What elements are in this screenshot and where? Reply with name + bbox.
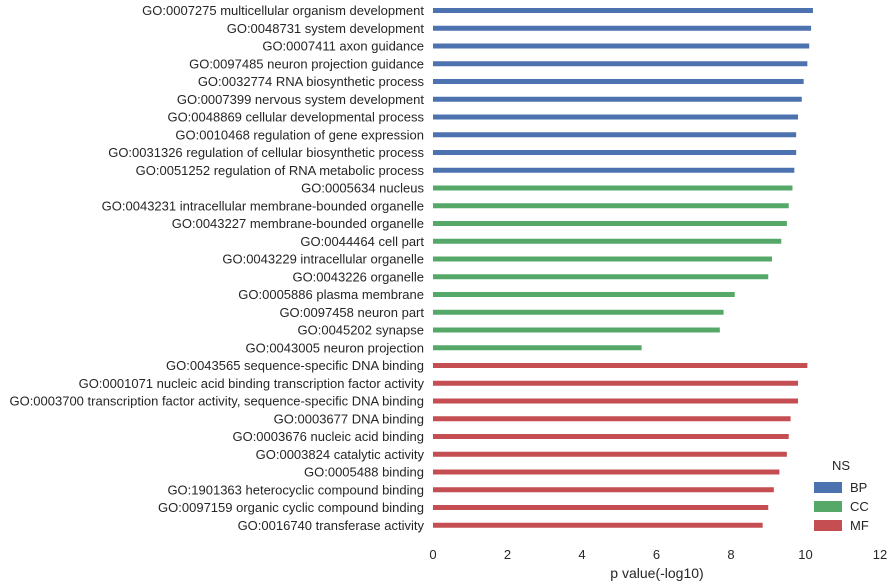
bar-cc — [433, 292, 735, 297]
x-tick-label: 2 — [504, 547, 511, 562]
category-label: GO:0097159 organic cyclic compound bindi… — [158, 500, 424, 515]
x-tick-label: 10 — [798, 547, 812, 562]
x-tick-label: 4 — [578, 547, 585, 562]
category-label: GO:0005886 plasma membrane — [238, 287, 424, 302]
category-label: GO:0005634 nucleus — [301, 181, 424, 196]
category-label: GO:1901363 heterocyclic compound binding — [167, 482, 424, 497]
category-label: GO:0007411 axon guidance — [262, 39, 424, 54]
bar-cc — [433, 221, 787, 226]
category-label: GO:0043229 intracellular organelle — [222, 252, 424, 267]
category-label: GO:0043231 intracellular membrane-bounde… — [102, 198, 424, 213]
legend-label-bp: BP — [850, 480, 867, 495]
bar-bp — [433, 132, 797, 138]
category-label: GO:0007275 multicellular organism develo… — [142, 3, 424, 18]
legend: NS BP CC MF — [814, 458, 869, 533]
category-label: GO:0003676 nucleic acid binding — [232, 429, 424, 444]
category-label: GO:0032774 RNA biosynthetic process — [198, 74, 425, 89]
bar-bp — [433, 43, 810, 49]
bar-bp — [433, 96, 802, 102]
legend-swatch-mf — [814, 520, 842, 531]
bar-bp — [433, 25, 812, 31]
bar-mf — [433, 469, 780, 475]
legend-title: NS — [832, 458, 850, 473]
bar-bp — [433, 61, 808, 67]
x-tick-label: 0 — [429, 547, 436, 562]
bar-mf — [433, 380, 799, 386]
category-label: GO:0048869 cellular developmental proces… — [167, 110, 424, 125]
bar-cc — [433, 185, 793, 191]
bar-cc — [433, 309, 724, 315]
category-label: GO:0097458 neuron part — [279, 305, 424, 320]
bar-bp — [433, 8, 813, 13]
category-label: GO:0048731 system development — [227, 21, 425, 36]
bars — [433, 8, 813, 528]
bar-cc — [433, 203, 789, 209]
legend-swatch-bp — [814, 482, 842, 493]
category-label: GO:0003700 transcription factor activity… — [9, 394, 424, 409]
bar-cc — [433, 274, 769, 280]
category-label: GO:0097485 neuron projection guidance — [189, 56, 424, 71]
bar-cc — [433, 327, 720, 333]
category-label: GO:0043005 neuron projection — [245, 340, 424, 355]
category-label: GO:0016740 transferase activity — [238, 518, 425, 533]
legend-label-mf: MF — [850, 518, 869, 533]
bar-bp — [433, 150, 797, 155]
bar-bp — [433, 79, 804, 84]
bar-mf — [433, 522, 763, 528]
x-axis-ticks: 0 2 4 6 8 10 12 — [429, 547, 887, 562]
bar-bp — [433, 167, 795, 173]
category-label: GO:0043227 membrane-bounded organelle — [172, 216, 424, 231]
category-label: GO:0044464 cell part — [300, 234, 424, 249]
bar-mf — [433, 363, 808, 368]
category-label: GO:0003677 DNA binding — [274, 411, 424, 426]
x-tick-label: 6 — [653, 547, 660, 562]
category-label: GO:0005488 binding — [304, 465, 424, 480]
category-label: GO:0043565 sequence-specific DNA binding — [166, 358, 424, 373]
category-label: GO:0003824 catalytic activity — [256, 447, 425, 462]
category-label: GO:0043226 organelle — [292, 269, 424, 284]
category-label: GO:0031326 regulation of cellular biosyn… — [108, 145, 424, 160]
bar-mf — [433, 487, 774, 493]
bar-cc — [433, 345, 642, 351]
bar-cc — [433, 256, 772, 262]
x-tick-label: 12 — [873, 547, 887, 562]
category-labels: GO:0007275 multicellular organism develo… — [9, 3, 424, 533]
bar-mf — [433, 398, 799, 404]
legend-label-cc: CC — [850, 499, 869, 514]
bar-mf — [433, 451, 787, 457]
x-axis-title: p value(-log10) — [610, 565, 703, 581]
bar-mf — [433, 434, 789, 439]
bar-mf — [433, 505, 769, 510]
legend-swatch-cc — [814, 501, 842, 512]
category-label: GO:0010468 regulation of gene expression — [175, 127, 424, 142]
bar-mf — [433, 416, 791, 422]
category-label: GO:0007399 nervous system development — [177, 92, 425, 107]
bar-bp — [433, 114, 799, 120]
category-label: GO:0051252 regulation of RNA metabolic p… — [136, 163, 425, 178]
bar-cc — [433, 238, 782, 244]
category-label: GO:0045202 synapse — [298, 323, 424, 338]
x-tick-label: 8 — [727, 547, 734, 562]
category-label: GO:0001071 nucleic acid binding transcri… — [79, 376, 425, 391]
